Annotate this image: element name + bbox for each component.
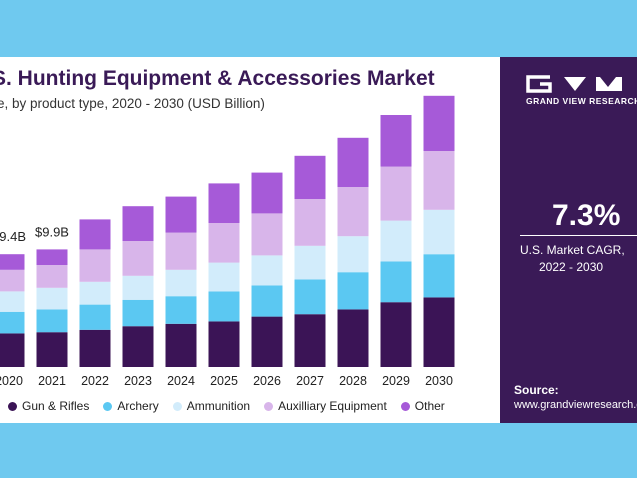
data-label-2020: $9.4B bbox=[0, 229, 26, 244]
bar-segment-2022-auxilliary-equipment bbox=[79, 249, 111, 282]
legend-swatch-archery bbox=[103, 401, 113, 411]
bar-segment-2028-archery bbox=[337, 272, 369, 310]
legend-item-gun-rifles: Gun & Rifles bbox=[8, 399, 89, 413]
brand-name: GRAND VIEW RESEARCH bbox=[526, 96, 637, 106]
bar-segment-2029-ammunition bbox=[380, 220, 412, 262]
bar-segment-2023-other bbox=[122, 206, 154, 241]
bar-segment-2026-ammunition bbox=[251, 255, 283, 286]
x-tick-label-2028: 2028 bbox=[339, 374, 367, 388]
bar-segment-2026-gun-rifles bbox=[251, 316, 283, 367]
data-label-2021: $9.9B bbox=[35, 224, 69, 239]
bar-segment-2023-gun-rifles bbox=[122, 326, 154, 367]
source-label: Source: bbox=[514, 383, 559, 397]
bar-segment-2030-ammunition bbox=[423, 209, 455, 255]
bar-segment-2030-auxilliary-equipment bbox=[423, 151, 455, 210]
bar-segment-2023-archery bbox=[122, 299, 154, 327]
x-tick-label-2029: 2029 bbox=[382, 374, 410, 388]
bar-segment-2029-other bbox=[380, 115, 412, 167]
cagr-label: U.S. Market CAGR, bbox=[520, 243, 625, 257]
bar-segment-2025-other bbox=[208, 183, 240, 223]
legend-item-archery: Archery bbox=[103, 399, 159, 413]
bar-segment-2022-other bbox=[79, 219, 111, 250]
x-tick-label-2023: 2023 bbox=[124, 374, 152, 388]
legend-item-other: Other bbox=[400, 399, 445, 413]
legend-item-ammunition: Ammunition bbox=[172, 399, 251, 413]
bar-segment-2025-ammunition bbox=[208, 262, 240, 292]
bar-segment-2027-gun-rifles bbox=[294, 314, 326, 367]
bar-segment-2024-auxilliary-equipment bbox=[165, 232, 197, 270]
x-tick-label-2021: 2021 bbox=[38, 374, 66, 388]
bar-segment-2022-ammunition bbox=[79, 281, 111, 305]
bar-segment-2024-other bbox=[165, 196, 197, 233]
legend-swatch-gun-rifles bbox=[8, 401, 17, 411]
bar-segment-2030-other bbox=[423, 95, 455, 151]
chart-title: S. Hunting Equipment & Accessories Marke… bbox=[0, 67, 435, 90]
bar-segment-2027-auxilliary-equipment bbox=[294, 199, 326, 246]
bar-segment-2022-gun-rifles bbox=[79, 329, 111, 367]
chart-card: S. Hunting Equipment & Accessories Marke… bbox=[0, 57, 637, 423]
chart-subtitle: e, by product type, 2020 - 2030 (USD Bil… bbox=[0, 96, 265, 111]
bar-segment-2021-ammunition bbox=[36, 287, 68, 310]
legend-label-archery: Archery bbox=[117, 399, 159, 413]
bar-segment-2020-archery bbox=[0, 311, 25, 334]
bar-segment-2030-gun-rifles bbox=[423, 297, 455, 367]
x-tick-label-2030: 2030 bbox=[425, 374, 453, 388]
x-tick-label-2024: 2024 bbox=[167, 374, 195, 388]
bar-segment-2020-auxilliary-equipment bbox=[0, 269, 25, 292]
grand-view-research-logo-icon bbox=[526, 75, 622, 93]
bar-segment-2025-archery bbox=[208, 291, 240, 322]
stacked-bar-chart: 2020 2021 2022 2023 2024 2025 2026 2027 2028 2029… bbox=[0, 95, 455, 388]
bar-segment-2028-gun-rifles bbox=[337, 309, 369, 367]
bar-segment-2023-ammunition bbox=[122, 275, 154, 300]
bar-segment-2025-gun-rifles bbox=[208, 321, 240, 367]
bar-segment-2025-auxilliary-equipment bbox=[208, 223, 240, 263]
bar-segment-2024-gun-rifles bbox=[165, 323, 197, 367]
bar-segment-2027-other bbox=[294, 155, 326, 199]
legend-label-auxilliary: Auxilliary Equipment bbox=[278, 399, 387, 413]
cagr-period: 2022 - 2030 bbox=[539, 260, 604, 274]
bar-segment-2020-ammunition bbox=[0, 291, 25, 312]
legend-label-gun-rifles: Gun & Rifles bbox=[22, 399, 90, 413]
bar-segment-2027-ammunition bbox=[294, 245, 326, 280]
bar-segment-2021-archery bbox=[36, 309, 68, 333]
chart-legend: Gun & Rifles Archery Ammunition Auxillia… bbox=[8, 398, 445, 414]
bar-segment-2028-other bbox=[337, 137, 369, 187]
x-tick-label-2020: 2020 bbox=[0, 374, 23, 388]
cagr-divider bbox=[520, 235, 637, 236]
bar-segment-2024-archery bbox=[165, 296, 197, 324]
bar-segment-2026-other bbox=[251, 172, 283, 214]
source-url[interactable]: www.grandviewresearch.com bbox=[514, 399, 637, 411]
bar-segment-2023-auxilliary-equipment bbox=[122, 241, 154, 276]
legend-label-ammunition: Ammunition bbox=[186, 399, 251, 413]
bar-segment-2029-auxilliary-equipment bbox=[380, 166, 412, 221]
bar-segment-2026-archery bbox=[251, 285, 283, 317]
legend-swatch-other bbox=[400, 401, 410, 411]
bar-segment-2029-archery bbox=[380, 261, 412, 303]
bar-segment-2020-gun-rifles bbox=[0, 333, 25, 367]
bar-segment-2026-auxilliary-equipment bbox=[251, 213, 283, 256]
sidebar-panel: GRAND VIEW RESEARCH 7.3% U.S. Market CAG… bbox=[500, 57, 637, 423]
x-tick-label-2027: 2027 bbox=[296, 374, 324, 388]
bar-segment-2028-ammunition bbox=[337, 236, 369, 273]
bar-segment-2022-archery bbox=[79, 304, 111, 330]
bar-segment-2027-archery bbox=[294, 279, 326, 315]
bar-segment-2021-gun-rifles bbox=[36, 332, 68, 367]
x-tick-label-2026: 2026 bbox=[253, 374, 281, 388]
legend-item-auxilliary: Auxilliary Equipment bbox=[264, 399, 387, 413]
legend-swatch-auxilliary bbox=[264, 401, 274, 411]
x-tick-label-2022: 2022 bbox=[81, 374, 109, 388]
bar-segment-2021-other bbox=[36, 249, 68, 265]
bar-segment-2021-auxilliary-equipment bbox=[36, 265, 68, 288]
bar-segment-2020-other bbox=[0, 254, 25, 270]
bar-segment-2028-auxilliary-equipment bbox=[337, 187, 369, 237]
bar-segment-2030-archery bbox=[423, 254, 455, 298]
legend-swatch-ammunition bbox=[172, 401, 182, 411]
legend-label-other: Other bbox=[414, 399, 445, 413]
bar-segment-2029-gun-rifles bbox=[380, 302, 412, 367]
cagr-value: 7.3% bbox=[552, 199, 621, 232]
x-tick-label-2025: 2025 bbox=[210, 374, 238, 388]
bar-segment-2024-ammunition bbox=[165, 269, 197, 297]
